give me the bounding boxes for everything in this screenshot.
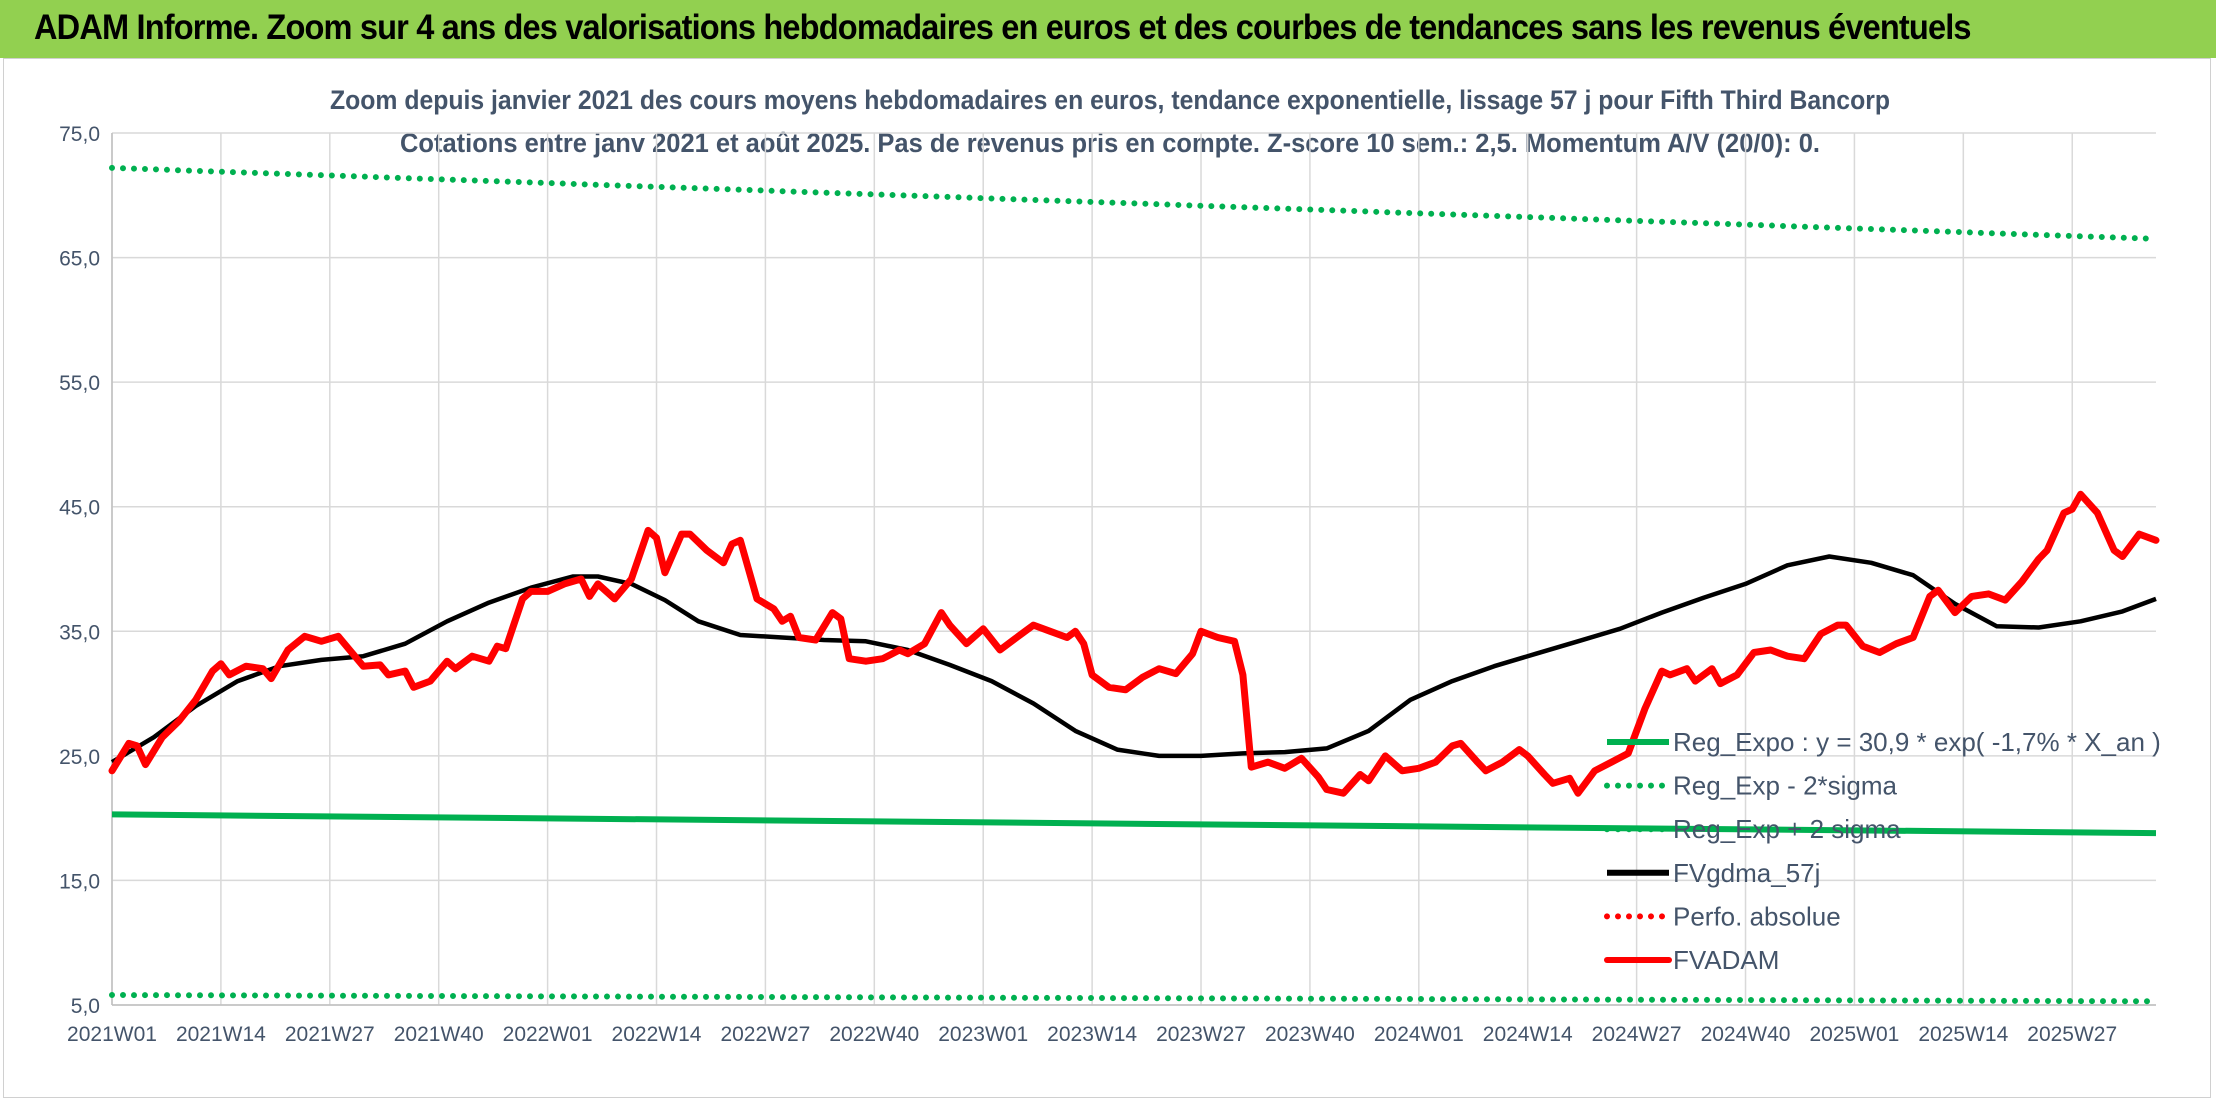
grid	[111, 132, 2156, 1006]
x-tick-label: 2021W14	[176, 1023, 266, 1046]
x-tick-label: 2021W01	[67, 1023, 157, 1046]
x-tick-label: 2023W14	[1047, 1023, 1137, 1046]
x-tick-label: 2024W27	[1592, 1023, 1682, 1046]
y-tick-label: 35,0	[59, 621, 100, 644]
legend-label: Reg_Exp + 2 sigma	[1673, 814, 1901, 844]
chart-title: Zoom depuis janvier 2021 des cours moyen…	[330, 85, 1890, 115]
x-tick-label: 2023W01	[938, 1023, 1028, 1046]
title-banner: ADAM Informe. Zoom sur 4 ans des valoris…	[0, 0, 2216, 58]
x-tick-label: 2022W14	[612, 1023, 702, 1046]
chart-svg: Zoom depuis janvier 2021 des cours moyen…	[59, 85, 2161, 1046]
x-tick-label: 2025W27	[2027, 1023, 2117, 1046]
x-tick-label: 2022W40	[829, 1023, 919, 1046]
x-tick-label: 2025W14	[1918, 1023, 2008, 1046]
legend-label: FVgdma_57j	[1673, 858, 1820, 888]
y-tick-label: 45,0	[59, 497, 100, 520]
series-line-fvadam	[108, 490, 2160, 797]
x-tick-label: 2023W27	[1156, 1023, 1246, 1046]
x-axis: 2021W01 2021W14 2021W27 2021W40 2022W01 2022W…	[67, 1023, 2117, 1046]
x-tick-label: 2021W27	[285, 1023, 375, 1046]
y-axis: 5,0 15,0 25,0 35,0 45,0 55,0 65,0 75,0	[59, 123, 100, 1018]
legend-label: Perfo. absolue	[1673, 901, 1841, 931]
plot-area	[108, 164, 2160, 1005]
x-tick-label: 2021W40	[394, 1023, 484, 1046]
y-tick-label: 75,0	[59, 123, 100, 146]
y-tick-label: 65,0	[59, 248, 100, 271]
legend: Reg_Expo : y = 30,9 * exp( -1,7% * X_an …	[1604, 727, 2161, 975]
legend-label: Reg_Exp - 2*sigma	[1673, 771, 1898, 801]
legend-label: FVADAM	[1673, 945, 1779, 975]
series-line-reg-expo-y-30-9-exp-1-7-x-an	[111, 811, 2157, 837]
series-line-reg-exp-2-sigma	[109, 992, 2159, 1005]
x-tick-label: 2022W01	[503, 1023, 593, 1046]
x-tick-label: 2024W40	[1701, 1023, 1791, 1046]
y-tick-label: 5,0	[71, 995, 100, 1018]
y-tick-label: 55,0	[59, 372, 100, 395]
y-tick-label: 15,0	[59, 870, 100, 893]
x-tick-label: 2024W14	[1483, 1023, 1573, 1046]
x-tick-label: 2022W27	[720, 1023, 810, 1046]
y-tick-label: 25,0	[59, 746, 100, 769]
chart-frame: Zoom depuis janvier 2021 des cours moyen…	[3, 58, 2211, 1098]
x-tick-label: 2024W01	[1374, 1023, 1464, 1046]
banner-title: ADAM Informe. Zoom sur 4 ans des valoris…	[34, 8, 1972, 47]
legend-label: Reg_Expo : y = 30,9 * exp( -1,7% * X_an …	[1673, 727, 2161, 757]
series-line-reg-exp-2-sigma	[109, 164, 2159, 242]
series-line-fvgdma-57j	[110, 554, 2157, 765]
x-tick-label: 2025W01	[1809, 1023, 1899, 1046]
x-tick-label: 2023W40	[1265, 1023, 1355, 1046]
